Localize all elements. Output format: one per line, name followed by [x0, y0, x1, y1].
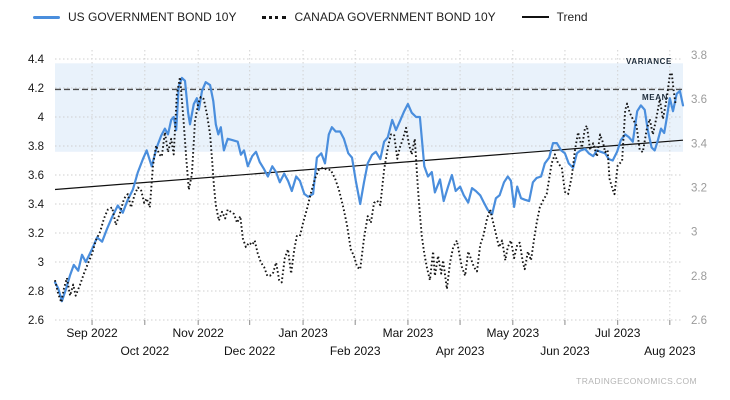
us-solid-line-swatch-icon — [33, 15, 60, 19]
left-axis-tick-label: 2.8 — [28, 286, 44, 298]
x-axis-month-label: Aug 2023 — [644, 344, 696, 358]
legend-item-canada-bond[interactable]: CANADA GOVERNMENT BOND 10Y — [262, 10, 496, 24]
x-axis-month-label: Oct 2022 — [120, 344, 169, 358]
series-line-us-government-bond-10y — [53, 76, 685, 303]
tradingeconomics-watermark: TRADINGECONOMICS.COM — [576, 376, 697, 386]
legend-label-trend: Trend — [556, 10, 588, 24]
left-axis-tick-label: 3.2 — [28, 228, 44, 240]
x-axis-month-label: Nov 2022 — [172, 326, 224, 340]
trend-solid-line-swatch-icon — [521, 16, 549, 18]
right-axis-tick-label: 2.8 — [691, 271, 707, 283]
left-axis-tick-label: 4.2 — [28, 83, 44, 95]
canada-dotted-line-swatch-icon — [262, 15, 287, 19]
series-line-canada-government-bond-10y — [54, 71, 677, 304]
x-axis-month-label: May 2023 — [486, 326, 539, 340]
left-axis-tick-label: 4.4 — [28, 54, 45, 66]
x-axis-month-label: Apr 2023 — [436, 344, 485, 358]
left-axis-tick-label: 3.6 — [28, 170, 44, 182]
left-axis-tick-label: 2.6 — [28, 315, 44, 327]
legend: US GOVERNMENT BOND 10Y CANADA GOVERNMENT… — [33, 10, 588, 24]
x-axis-month-label: Dec 2022 — [224, 344, 276, 358]
left-axis-tick-label: 3.4 — [28, 199, 45, 211]
right-axis-tick-label: 3 — [691, 227, 697, 239]
x-axis-month-label: Jul 2023 — [595, 326, 641, 340]
x-axis-month-label: Feb 2023 — [330, 344, 381, 358]
right-axis-tick-label: 3.2 — [691, 182, 707, 194]
legend-item-trend[interactable]: Trend — [521, 10, 588, 24]
x-axis-month-label: Sep 2022 — [66, 326, 118, 340]
legend-label-us-bond: US GOVERNMENT BOND 10Y — [68, 10, 237, 24]
right-axis-tick-label: 3.6 — [691, 94, 707, 106]
variance-annotation-label: VARIANCE — [626, 57, 672, 66]
right-axis-tick-label: 2.6 — [691, 315, 707, 327]
right-axis-tick-label: 3.8 — [691, 50, 707, 62]
left-axis-tick-label: 4 — [38, 112, 45, 124]
series-line-trend — [54, 139, 684, 191]
left-axis-tick-label: 3 — [38, 257, 44, 269]
x-axis-month-label: Jun 2023 — [540, 344, 590, 358]
left-axis-tick-label: 3.8 — [28, 141, 44, 153]
legend-label-canada-bond: CANADA GOVERNMENT BOND 10Y — [294, 10, 496, 24]
x-axis-month-label: Mar 2023 — [383, 326, 434, 340]
mean-annotation-label: MEAN — [642, 93, 668, 102]
x-axis-month-label: Jan 2023 — [278, 326, 328, 340]
legend-item-us-bond[interactable]: US GOVERNMENT BOND 10Y — [33, 10, 236, 24]
variance-band — [55, 63, 683, 152]
right-axis-tick-label: 3.4 — [691, 138, 708, 150]
